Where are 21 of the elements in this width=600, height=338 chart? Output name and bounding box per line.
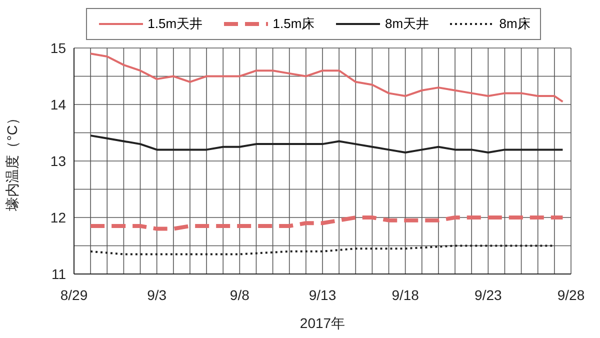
- legend-label: 8m天井: [384, 15, 430, 33]
- line-series: [90, 52, 564, 103]
- y-tick-label: 14: [50, 96, 66, 112]
- x-tick-label: 9/23: [474, 286, 502, 303]
- y-tick-label: 11: [51, 266, 66, 282]
- legend-label: 1.5m床: [272, 15, 315, 33]
- x-tick-label: 9/8: [230, 286, 250, 303]
- x-tick-label: 9/28: [557, 286, 585, 303]
- line-series: [90, 134, 564, 154]
- y-tick-label: 12: [50, 209, 66, 226]
- y-axis-title: 壕内温度（°C）: [4, 111, 20, 212]
- y-tick-label: 15: [50, 40, 66, 56]
- line-series: [88, 216, 565, 231]
- x-tick-label: 9/18: [392, 286, 420, 303]
- x-axis-title: 2017年: [300, 315, 346, 331]
- y-tick-label: 13: [50, 152, 66, 169]
- legend-label: 1.5m天井: [148, 15, 203, 33]
- x-tick-label: 9/13: [308, 286, 336, 303]
- x-tick-label: 8/29: [60, 286, 88, 303]
- legend-label: 8m床: [499, 15, 530, 33]
- x-tick-label: 9/3: [147, 286, 167, 303]
